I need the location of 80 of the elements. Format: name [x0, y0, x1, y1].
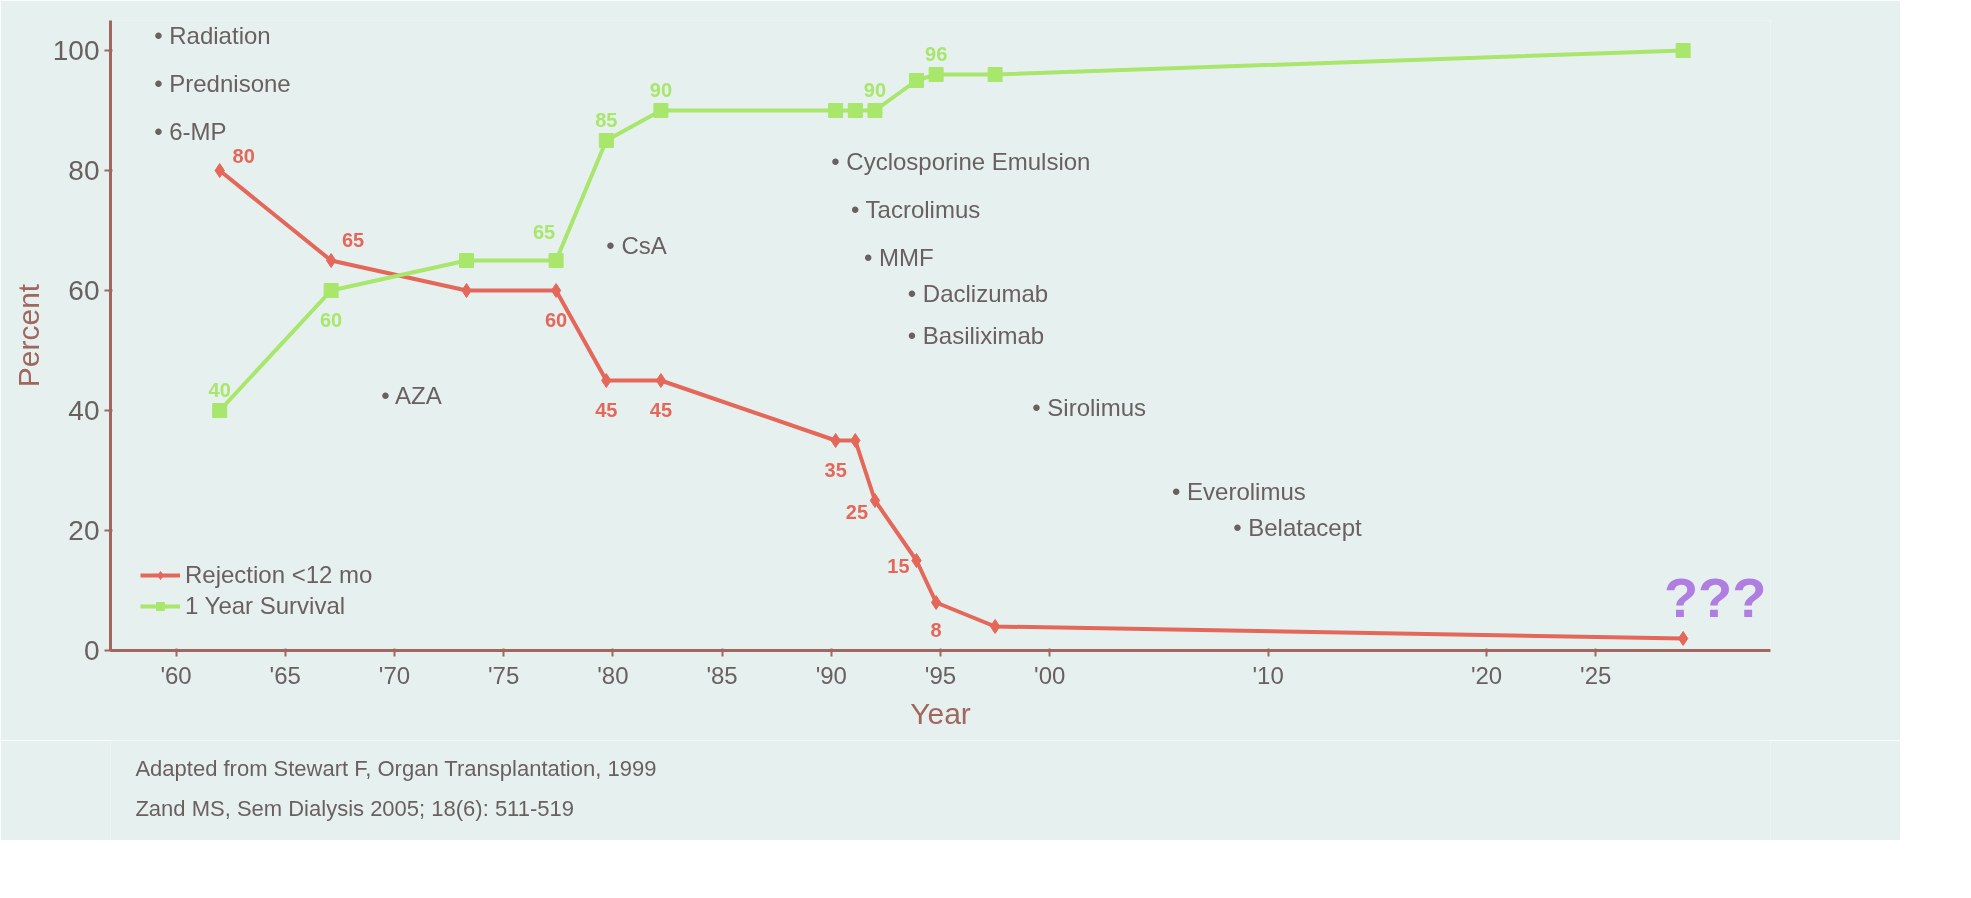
point [461, 283, 472, 298]
point [989, 619, 1001, 634]
data-label: 60 [544, 308, 568, 331]
point [459, 253, 475, 268]
y-tick-label: 0 [83, 635, 100, 666]
annotation: • Daclizumab [907, 279, 1049, 307]
x-tick-label: '00 [1034, 661, 1066, 689]
y-tick-label: 60 [68, 275, 100, 306]
data-label: 25 [845, 500, 869, 523]
annotation: • MMF [864, 243, 934, 271]
data-label: 40 [208, 378, 231, 401]
x-tick-label: '60 [160, 661, 192, 689]
point [214, 163, 225, 178]
data-label: 96 [925, 42, 948, 65]
annotation: • AZA [381, 381, 442, 409]
point [908, 73, 924, 88]
x-tick-label: '80 [597, 661, 629, 689]
x-tick-label: '70 [378, 661, 411, 689]
annotation: • 6-MP [154, 117, 227, 145]
point [987, 67, 1003, 82]
data-label: 90 [649, 78, 673, 101]
data-label: 85 [595, 108, 618, 131]
x-tick-label: '65 [269, 661, 301, 689]
x-tick-label: '85 [706, 661, 738, 689]
data-label: 60 [319, 308, 343, 331]
data-label: 80 [232, 144, 255, 167]
x-tick-label: '75 [488, 661, 520, 689]
data-label: 35 [824, 458, 847, 481]
x-tick-label: '90 [815, 661, 847, 689]
text: Zand MS, Sem Dialysis 2005; 18(6): 511-519 [135, 795, 574, 821]
annotation: • Cyclosporine Emulsion [831, 147, 1091, 175]
point [911, 553, 922, 568]
annotation: • Everolimus [1172, 477, 1306, 505]
point [655, 373, 667, 388]
y-tick-label: 40 [68, 395, 100, 426]
point [598, 133, 614, 148]
point [653, 103, 669, 118]
y-tick-label: 100 [52, 35, 100, 66]
point [847, 103, 863, 118]
text: Adapted from Stewart F, Organ Transplantation, 1999 [135, 755, 657, 781]
x-tick-label: '10 [1252, 661, 1284, 689]
annotation: • Prednisone [154, 69, 291, 97]
legend-label: Rejection <12 mo [185, 561, 373, 589]
annotation: • Belatacept [1233, 513, 1362, 541]
data-label: 15 [887, 554, 910, 577]
point [930, 595, 942, 610]
point [869, 493, 881, 508]
point [325, 253, 337, 268]
point [1677, 631, 1689, 646]
data-label: 45 [595, 398, 618, 421]
point [550, 283, 562, 298]
data-label: 8 [930, 618, 942, 641]
point [828, 103, 844, 118]
point [867, 103, 883, 118]
y-axis-title: Percent [11, 283, 45, 388]
data-label: 65 [341, 228, 365, 251]
point [850, 433, 861, 448]
x-tick-label: '25 [1580, 661, 1612, 689]
annotation: ??? [1663, 565, 1767, 629]
point [212, 403, 228, 418]
y-tick-label: 80 [68, 155, 100, 186]
annotation: • Radiation [154, 21, 271, 49]
legend-label: 1 Year Survival [185, 592, 346, 620]
annotation: • Sirolimus [1032, 393, 1146, 421]
annotation: • CsA [606, 231, 667, 259]
data-label: 90 [863, 78, 887, 101]
point [830, 433, 841, 448]
point [601, 373, 612, 388]
annotation: • Basiliximab [907, 321, 1045, 349]
annotation: • Tacrolimus [850, 195, 981, 223]
data-label: 45 [649, 398, 673, 421]
y-tick-label: 20 [68, 515, 100, 546]
point [928, 67, 944, 82]
point [1675, 43, 1691, 58]
data-label: 65 [532, 220, 556, 243]
x-axis-title: Year [910, 696, 971, 730]
x-tick-label: '20 [1470, 661, 1503, 689]
x-tick-label: '95 [924, 661, 957, 689]
point [323, 283, 339, 298]
point [548, 253, 564, 268]
